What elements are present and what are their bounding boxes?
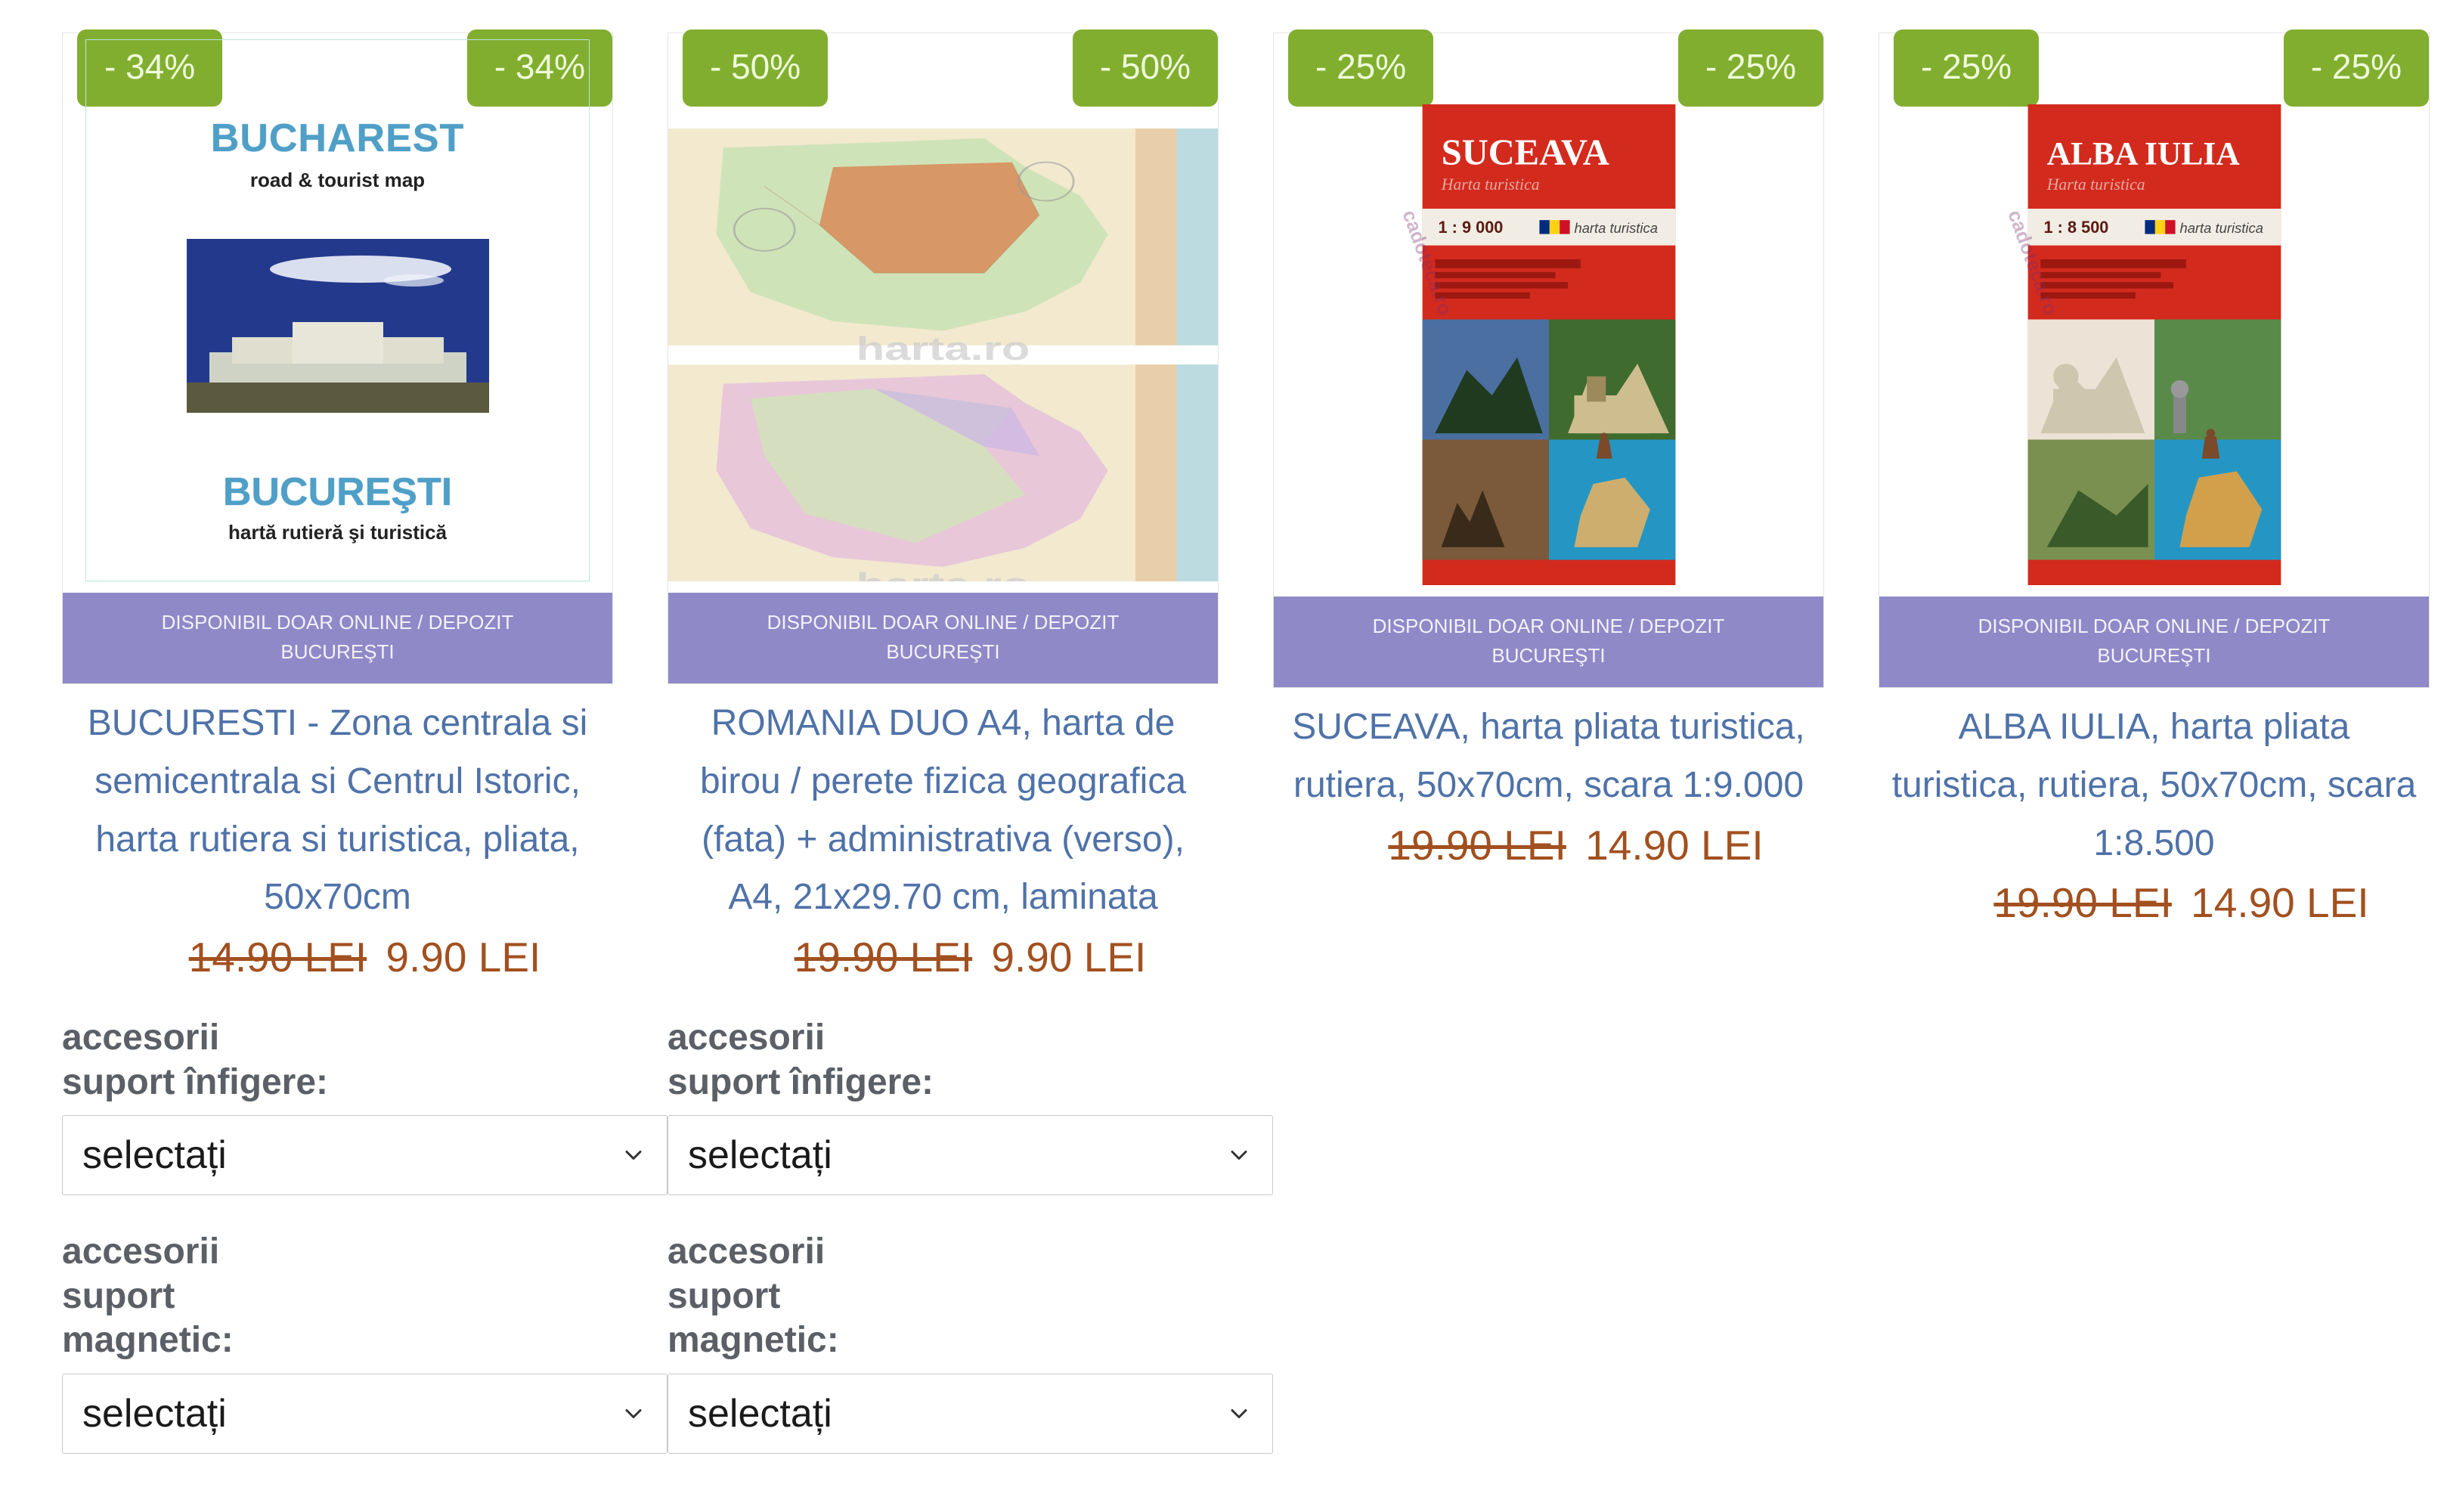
- svg-text:Harta turistica: Harta turistica: [2046, 175, 2145, 194]
- svg-text:Harta turistica: Harta turistica: [1440, 175, 1539, 194]
- svg-text:harta turistica: harta turistica: [1574, 220, 1657, 236]
- svg-text:1 : 8 500: 1 : 8 500: [2043, 218, 2108, 237]
- svg-text:1 : 9 000: 1 : 9 000: [1438, 218, 1503, 237]
- svg-text:harta.ro: harta.ro: [856, 567, 1030, 581]
- svg-text:harta.ro: harta.ro: [856, 331, 1030, 367]
- svg-text:harta turistica: harta turistica: [2179, 220, 2263, 236]
- svg-text:SUCEAVA: SUCEAVA: [1441, 133, 1609, 173]
- svg-text:ALBA IULIA: ALBA IULIA: [2046, 136, 2240, 172]
